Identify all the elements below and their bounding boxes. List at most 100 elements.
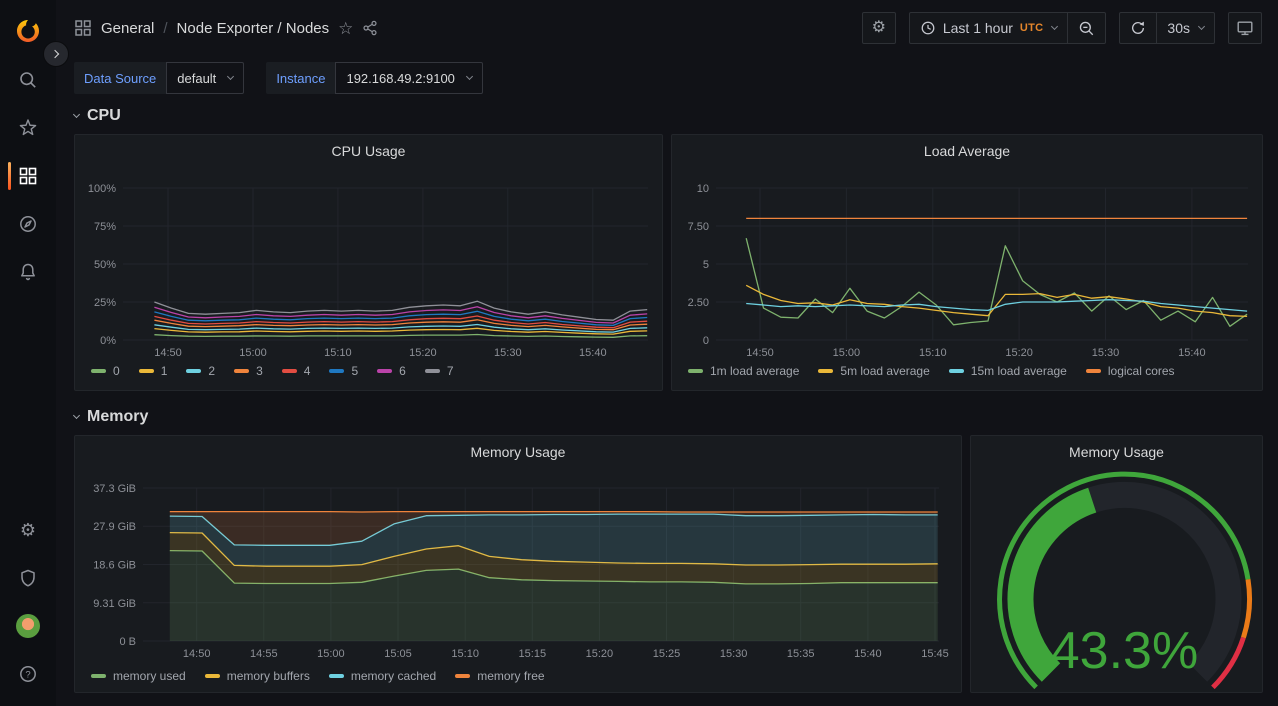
panel-memory-usage-gauge: Memory Usage 43.3% xyxy=(970,435,1263,693)
data-source-picker[interactable]: default xyxy=(166,62,245,94)
legend-item[interactable]: 1 xyxy=(138,364,168,378)
timezone-label: UTC xyxy=(1019,22,1044,34)
bell-icon xyxy=(21,263,35,281)
legend-item[interactable]: memory buffers xyxy=(204,669,310,683)
section-header-cpu[interactable]: CPU xyxy=(72,104,1263,128)
svg-text:15:40: 15:40 xyxy=(1178,347,1206,357)
data-source-label: Data Source xyxy=(74,62,167,94)
dashboards-grid-icon xyxy=(19,167,37,185)
legend-item[interactable]: 6 xyxy=(377,364,406,378)
sidebar-item-profile[interactable] xyxy=(0,602,56,650)
legend-item[interactable]: 2 xyxy=(186,364,215,378)
svg-text:15:00: 15:00 xyxy=(317,648,345,660)
memory-usage-chart[interactable]: 14:50 14:55 15:00 15:05 15:10 15:15 15:20 15:25… xyxy=(83,466,955,662)
svg-text:25%: 25% xyxy=(94,297,116,309)
load-average-chart[interactable]: 14:50 15:00 15:10 15:20 15:30 15:40 0 2.50 5 7.50… xyxy=(680,165,1256,359)
sidebar-item-configuration[interactable]: ⚙ xyxy=(0,506,56,554)
chevron-down-icon xyxy=(1197,22,1206,31)
svg-text:5: 5 xyxy=(703,259,709,271)
legend-item[interactable]: memory cached xyxy=(328,669,436,683)
legend-swatch xyxy=(424,369,440,373)
sidebar-item-help[interactable]: ? xyxy=(0,650,56,698)
legend-swatch xyxy=(1085,369,1101,373)
legend-swatch xyxy=(204,674,220,678)
legend-item[interactable]: 4 xyxy=(281,364,311,378)
legend-item[interactable]: 1m load average xyxy=(688,364,799,378)
legend-label: 3 xyxy=(256,364,263,378)
chevron-right-icon xyxy=(50,49,60,59)
cpu-usage-legend: 0 1 2 3 4 5 6 7 xyxy=(75,357,662,385)
svg-text:?: ? xyxy=(25,669,30,680)
legend-item[interactable]: 7 xyxy=(424,364,454,378)
panel-title[interactable]: Memory Usage xyxy=(1069,444,1164,460)
sidebar-item-alerting[interactable] xyxy=(0,248,56,296)
legend-swatch xyxy=(91,674,106,678)
gear-icon: ⚙ xyxy=(871,19,887,36)
legend-item[interactable]: 3 xyxy=(234,364,263,378)
svg-text:27.9 GiB: 27.9 GiB xyxy=(93,521,136,533)
sidebar-item-dashboards[interactable] xyxy=(0,152,56,200)
sidebar-item-server-admin[interactable] xyxy=(0,554,56,602)
panel-title[interactable]: Memory Usage xyxy=(470,444,566,460)
legend-swatch xyxy=(234,369,250,373)
star-dashboard-button[interactable]: ☆ xyxy=(338,18,354,38)
apps-grid-icon[interactable] xyxy=(74,19,92,37)
svg-text:15:30: 15:30 xyxy=(1092,347,1120,357)
dashboard-settings-button[interactable]: ⚙ xyxy=(861,12,896,44)
sidebar-item-explore[interactable] xyxy=(0,200,56,248)
refresh-interval-dropdown[interactable]: 30s xyxy=(1156,13,1214,43)
cpu-row: CPU Usage 14:50 15:00 15:10 15:20 15:30 15:40… xyxy=(74,134,1263,391)
section-header-memory[interactable]: Memory xyxy=(72,405,1263,429)
time-range-label: Last 1 hour xyxy=(942,20,1013,36)
svg-text:100%: 100% xyxy=(88,183,116,195)
sidebar-item-search[interactable] xyxy=(0,56,56,104)
breadcrumb-folder[interactable]: General xyxy=(101,19,155,37)
section-title: Memory xyxy=(87,408,149,425)
legend-swatch xyxy=(91,369,106,373)
svg-text:50%: 50% xyxy=(94,259,116,271)
memory-row: Memory Usage 14:50 14:55 15:00 15:05 15:10 15… xyxy=(74,435,1263,693)
dashboard-header: General / Node Exporter / Nodes ☆ ⚙ xyxy=(56,0,1278,56)
svg-text:15:20: 15:20 xyxy=(1005,347,1033,357)
legend-item[interactable]: memory free xyxy=(455,669,545,683)
legend-label: 2 xyxy=(208,364,216,378)
panel-memory-usage-graph: Memory Usage 14:50 14:55 15:00 15:05 15:10 15… xyxy=(74,435,962,693)
legend-item[interactable]: 15m load average xyxy=(948,364,1067,378)
legend-swatch xyxy=(186,369,202,373)
svg-text:15:00: 15:00 xyxy=(833,347,861,357)
legend-item[interactable]: 5m load average xyxy=(818,364,930,378)
panel-cpu-usage: CPU Usage 14:50 15:00 15:10 15:20 15:30 15:40… xyxy=(74,134,663,391)
chevron-down-icon xyxy=(72,411,81,420)
svg-text:0%: 0% xyxy=(100,335,116,347)
variable-data-source: Data Source default xyxy=(74,62,245,94)
kiosk-mode-button[interactable] xyxy=(1228,12,1262,44)
svg-text:15:30: 15:30 xyxy=(494,347,522,357)
clock-icon xyxy=(921,21,935,35)
panel-title[interactable]: CPU Usage xyxy=(331,143,406,159)
cpu-usage-chart[interactable]: 14:50 15:00 15:10 15:20 15:30 15:40 0% 25% 50% 75… xyxy=(83,165,656,359)
zoom-out-button[interactable] xyxy=(1067,13,1105,43)
grafana-logo[interactable] xyxy=(15,18,41,46)
sidebar-item-starred[interactable] xyxy=(0,104,56,152)
search-icon xyxy=(20,72,36,88)
time-range-button[interactable]: Last 1 hour UTC xyxy=(910,13,1068,43)
svg-text:15:35: 15:35 xyxy=(787,648,815,660)
sidebar-expand-button[interactable] xyxy=(43,41,69,67)
legend-item[interactable]: 5 xyxy=(329,364,358,378)
share-dashboard-button[interactable] xyxy=(362,20,378,36)
panel-title[interactable]: Load Average xyxy=(923,143,1011,159)
legend-label: 1 xyxy=(160,364,168,378)
instance-picker[interactable]: 192.168.49.2:9100 xyxy=(335,62,483,94)
legend-label: 4 xyxy=(303,364,311,378)
svg-text:15:15: 15:15 xyxy=(519,648,547,660)
dashboard-variables: Data Source default Instance 192.168.49.… xyxy=(56,56,1278,104)
legend-item[interactable]: logical cores xyxy=(1085,364,1175,378)
monitor-icon xyxy=(1237,21,1253,36)
refresh-button[interactable] xyxy=(1120,13,1156,43)
share-icon xyxy=(363,20,377,36)
legend-item[interactable]: memory used xyxy=(91,669,186,683)
instance-label: Instance xyxy=(266,62,336,94)
svg-text:18.6 GiB: 18.6 GiB xyxy=(93,560,136,572)
refresh-interval-label: 30s xyxy=(1167,20,1190,36)
legend-item[interactable]: 0 xyxy=(91,364,120,378)
